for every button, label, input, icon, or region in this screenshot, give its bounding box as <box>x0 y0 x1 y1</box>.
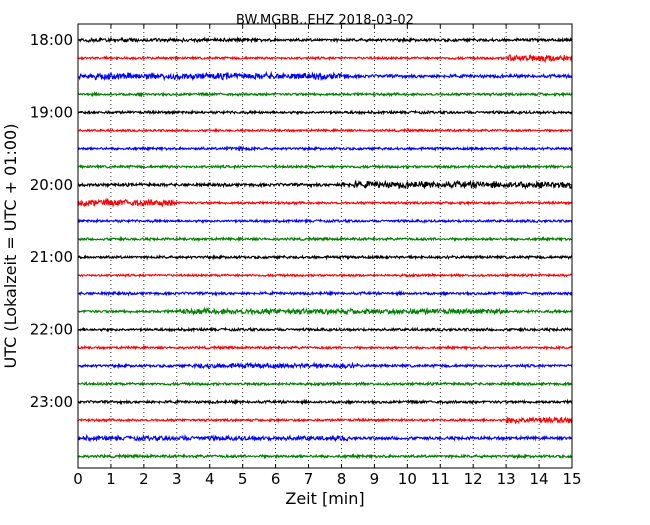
y-axis-label: UTC (Lokalzeit = UTC + 01:00) <box>1 124 20 369</box>
y-tick-label: 22:00 <box>30 321 73 339</box>
trace-line <box>77 145 573 152</box>
chart-title: BW.MGBB..EHZ 2018-03-02 <box>236 13 414 28</box>
trace-line <box>77 53 573 64</box>
x-tick-label: 0 <box>73 470 83 488</box>
x-tick-label: 6 <box>271 470 281 488</box>
trace-line <box>77 197 573 208</box>
trace-line <box>77 306 573 316</box>
trace-line <box>77 344 573 351</box>
trace-line <box>77 91 573 98</box>
y-tick-label: 21:00 <box>30 248 73 266</box>
trace-line <box>77 289 573 297</box>
trace-line <box>77 398 573 406</box>
trace-line <box>77 36 573 44</box>
x-tick-label: 4 <box>205 470 215 488</box>
seismogram-traces <box>77 36 573 460</box>
y-tick-label: 23:00 <box>30 393 73 411</box>
trace-line <box>77 433 573 443</box>
x-tick-label: 3 <box>172 470 182 488</box>
x-tick-label: 11 <box>431 470 450 488</box>
trace-line <box>77 179 573 190</box>
trace-line <box>77 326 573 333</box>
x-tick-label: 7 <box>304 470 314 488</box>
y-tick-label: 19:00 <box>30 103 73 121</box>
trace-line <box>77 127 573 134</box>
trace-line <box>77 235 573 243</box>
trace-line <box>77 453 573 460</box>
x-tick-label: 12 <box>464 470 483 488</box>
y-tick-label: 18:00 <box>30 31 73 49</box>
trace-line <box>77 361 573 370</box>
x-tick-label: 14 <box>530 470 549 488</box>
trace-line <box>77 380 573 388</box>
trace-line <box>77 108 573 116</box>
x-tick-label: 13 <box>497 470 516 488</box>
x-tick-label: 15 <box>562 470 581 488</box>
x-tick-label: 10 <box>398 470 417 488</box>
x-tick-label: 8 <box>337 470 347 488</box>
y-tick-label: 20:00 <box>30 176 73 194</box>
trace-line <box>77 272 573 279</box>
trace-line <box>77 163 573 171</box>
x-tick-label: 2 <box>139 470 149 488</box>
trace-line <box>77 253 573 261</box>
x-tick-label: 5 <box>238 470 248 488</box>
trace-line <box>77 70 573 82</box>
plot-frame <box>77 23 573 469</box>
trace-line <box>77 217 573 225</box>
x-tick-label: 1 <box>106 470 116 488</box>
trace-line <box>77 415 573 425</box>
x-tick-label: 9 <box>370 470 380 488</box>
x-axis-label: Zeit [min] <box>285 489 364 508</box>
axis-ticks: 0 1 2 3 4 5 6 7 8 9 10 11 12 13 14 1518:0019:0020:0021:… <box>30 24 582 488</box>
